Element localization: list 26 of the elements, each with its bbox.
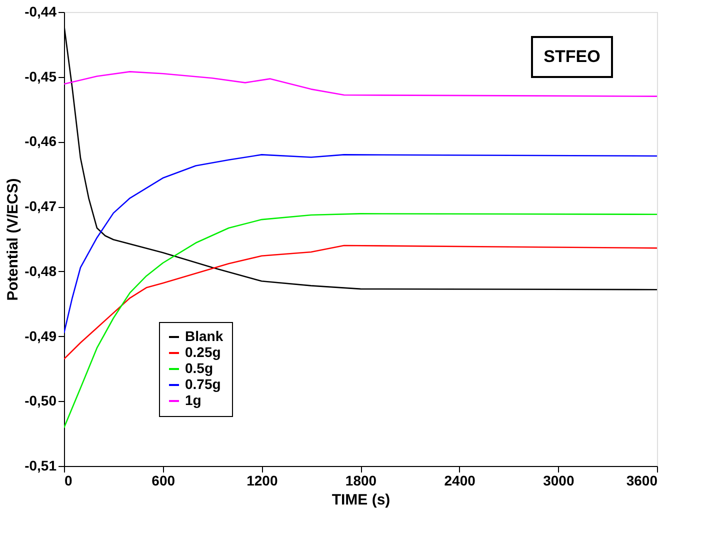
y-tick-label: -0,51 bbox=[24, 458, 57, 474]
y-axis-title: Potential (V/ECS) bbox=[4, 178, 22, 301]
x-tick-label: 1800 bbox=[345, 472, 377, 488]
line-series bbox=[64, 71, 657, 97]
y-tick-label: -0,46 bbox=[24, 133, 57, 150]
annotation: STFEO bbox=[544, 47, 600, 66]
y-tick-label: -0,50 bbox=[24, 392, 57, 409]
legend-label: 0.75g bbox=[185, 376, 221, 392]
legend-label: 0.5g bbox=[185, 360, 214, 376]
y-tick-label: -0,49 bbox=[24, 328, 57, 344]
y-tick-label: -0,47 bbox=[24, 198, 57, 214]
legend-label: 0.25g bbox=[185, 344, 221, 360]
x-tick-label: 3000 bbox=[543, 472, 574, 488]
x-tick-label: 0 bbox=[64, 472, 72, 488]
x-axis-title: TIME (s) bbox=[332, 492, 390, 508]
y-tick-label: -0,45 bbox=[24, 68, 57, 84]
x-tick-label: 3600 bbox=[626, 472, 658, 488]
x-tick-label: 600 bbox=[152, 472, 176, 488]
line-series bbox=[64, 244, 657, 360]
legend-label: 1g bbox=[185, 392, 202, 408]
y-tick-label: -0,48 bbox=[24, 262, 57, 279]
y-tick-label: -0,44 bbox=[24, 4, 57, 20]
line-series bbox=[64, 213, 657, 428]
x-tick-label: 2400 bbox=[444, 472, 476, 488]
legend-label: Blank bbox=[185, 328, 224, 344]
x-tick-label: 1200 bbox=[246, 472, 278, 488]
